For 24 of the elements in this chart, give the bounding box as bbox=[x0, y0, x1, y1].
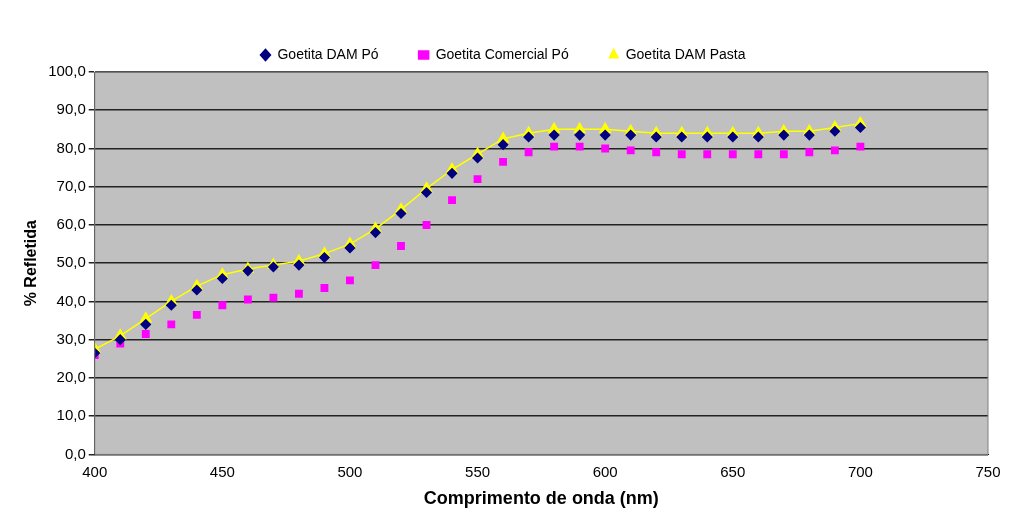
x-tick-label: 450 bbox=[209, 462, 235, 480]
y-tick-label: 30,0 bbox=[56, 329, 86, 347]
y-axis-title: % Refletida bbox=[22, 219, 40, 307]
x-tick-label: 750 bbox=[975, 462, 1001, 480]
x-tick-label: 700 bbox=[847, 462, 873, 480]
y-tick-label: 70,0 bbox=[56, 176, 86, 194]
y-tick-label: 50,0 bbox=[56, 253, 86, 271]
x-tick-label: 500 bbox=[337, 462, 363, 480]
x-tick-label: 600 bbox=[592, 462, 618, 480]
y-tick-label: 40,0 bbox=[56, 291, 86, 309]
x-tick-label: 550 bbox=[465, 462, 491, 480]
legend-label: Goetita Comercial Pó bbox=[435, 45, 569, 62]
y-tick-label: 90,0 bbox=[56, 100, 86, 118]
y-tick-label: 10,0 bbox=[56, 406, 86, 424]
x-tick-label: 650 bbox=[720, 462, 746, 480]
y-tick-label: 80,0 bbox=[56, 138, 86, 156]
legend-label: Goetita DAM Pó bbox=[277, 45, 379, 62]
y-tick-label: 100,0 bbox=[48, 62, 86, 80]
y-tick-label: 60,0 bbox=[56, 215, 86, 233]
y-tick-label: 0,0 bbox=[64, 444, 86, 462]
legend-label: Goetita DAM Pasta bbox=[625, 45, 746, 62]
x-axis-title: Comprimento de onda (nm) bbox=[423, 488, 659, 509]
x-tick-label: 400 bbox=[82, 462, 108, 480]
y-tick-label: 20,0 bbox=[56, 368, 86, 386]
